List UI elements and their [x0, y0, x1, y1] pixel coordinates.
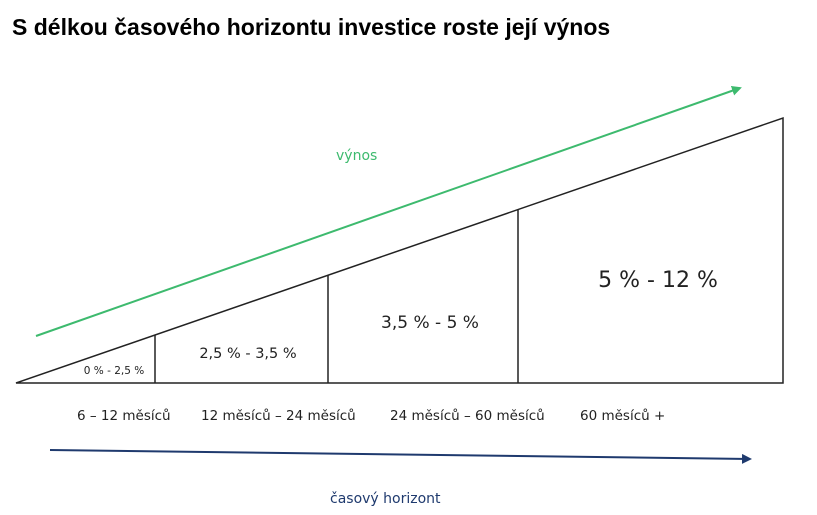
- horizon-triangle: [15, 116, 784, 384]
- segment-1-return: 0 % - 2,5 %: [84, 365, 144, 377]
- time-horizon-label: časový horizont: [330, 491, 441, 507]
- time-horizon-arrow: [49, 449, 752, 464]
- segment-2-period: 12 měsíců – 24 měsíců: [201, 408, 356, 424]
- segment-3-return: 3,5 % - 5 %: [381, 313, 479, 333]
- yield-arrow: [35, 85, 742, 337]
- segment-4-return: 5 % - 12 %: [598, 268, 718, 293]
- yield-arrow-label: výnos: [336, 148, 377, 164]
- page-title: S délkou časového horizontu investice ro…: [12, 14, 611, 40]
- segment-2-return: 2,5 % - 3,5 %: [199, 346, 296, 362]
- segment-1-period: 6 – 12 měsíců: [77, 408, 171, 424]
- segment-3-period: 24 měsíců – 60 měsíců: [390, 408, 545, 424]
- segment-4-period: 60 měsíců +: [580, 408, 665, 424]
